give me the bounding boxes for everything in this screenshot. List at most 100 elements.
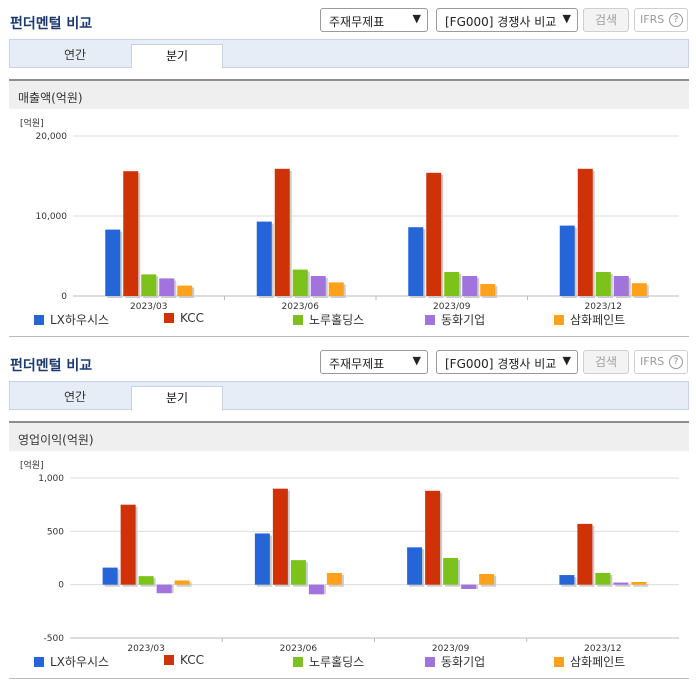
- bar-2-3: [461, 584, 477, 589]
- search-button[interactable]: 검색: [583, 8, 629, 32]
- x-tick-label: 2023/12: [585, 302, 622, 310]
- legend-item[interactable]: LX하우시스: [34, 311, 109, 328]
- bar-3-1: [577, 168, 593, 296]
- x-tick-label: 2023/06: [282, 302, 320, 310]
- metric-header: 매출액(억원): [9, 79, 689, 109]
- bar-3-3: [613, 276, 629, 296]
- bar-2-0: [408, 227, 424, 296]
- y-unit-label: [억원]: [20, 117, 44, 129]
- bar-shadow: [615, 584, 631, 587]
- bar-3-2: [595, 272, 611, 296]
- ifrs-help-button[interactable]: IFRS ?: [634, 8, 688, 32]
- legend-label: LX하우시스: [50, 313, 110, 327]
- legend-swatch: [34, 315, 44, 325]
- bar-3-3: [613, 582, 629, 585]
- bar-0-2: [138, 576, 154, 585]
- bar-3-1: [577, 523, 593, 585]
- bar-1-0: [254, 533, 270, 585]
- legend-swatch: [293, 315, 303, 325]
- bar-2-1: [426, 172, 442, 296]
- bar-3-2: [595, 572, 611, 585]
- bar-1-4: [326, 572, 342, 585]
- bar-0-4: [174, 580, 190, 585]
- x-tick-label: 2023/12: [584, 644, 621, 652]
- bar-0-3: [156, 584, 172, 594]
- operating-profit-bar-chart: [억원] -500 0 500 1,000 2023/03 2023/06 2023/09 20…: [20, 459, 679, 652]
- legend-label: LX하우시스: [50, 655, 110, 669]
- bar-1-2: [290, 560, 306, 585]
- tab-quarterly[interactable]: 분기: [131, 386, 223, 411]
- legend-label: 삼화페인트: [570, 313, 626, 327]
- legend-swatch: [164, 313, 174, 323]
- bar-1-0: [256, 221, 272, 296]
- bar-2-2: [443, 558, 459, 585]
- bar-0-0: [102, 567, 118, 585]
- bar-2-3: [462, 276, 478, 296]
- x-tick-label: 2023/09: [432, 644, 470, 652]
- legend-swatch: [425, 657, 435, 667]
- divider: [9, 336, 689, 337]
- statement-select[interactable]: 주재무제표 ▼: [320, 8, 428, 32]
- metric-label: 매출액(억원): [18, 91, 83, 105]
- y-tick-label: -500: [44, 634, 65, 644]
- ifrs-help-button[interactable]: IFRS ?: [634, 350, 688, 374]
- ifrs-label: IFRS: [640, 13, 665, 26]
- chart-legend: LX하우시스 KCC 노루홀딩스 동화기업 삼화페인트: [0, 311, 696, 329]
- statement-select[interactable]: 주재무제표 ▼: [320, 350, 428, 374]
- legend-item[interactable]: KCC: [164, 311, 204, 325]
- bar-0-3: [159, 278, 175, 296]
- legend-swatch: [34, 657, 44, 667]
- bar-1-3: [310, 276, 326, 296]
- tab-quarterly[interactable]: 분기: [131, 44, 223, 69]
- peer-group-select[interactable]: [FG000] 경쟁사 비교 ▼: [436, 350, 578, 374]
- legend-item[interactable]: 노루홀딩스: [293, 311, 364, 328]
- legend-swatch: [293, 657, 303, 667]
- tab-annual[interactable]: 연간: [63, 390, 87, 404]
- legend-label: KCC: [180, 653, 204, 667]
- legend-label: 동화기업: [441, 655, 486, 669]
- divider: [9, 678, 689, 679]
- peer-group-select-value: [FG000] 경쟁사 비교: [445, 15, 557, 29]
- legend-item[interactable]: 삼화페인트: [554, 653, 625, 670]
- legend-item[interactable]: KCC: [164, 653, 204, 667]
- bar-0-4: [177, 285, 193, 296]
- legend-swatch: [554, 315, 564, 325]
- bar-2-2: [444, 272, 460, 296]
- chevron-down-icon: ▼: [412, 354, 421, 367]
- fundamental-section-sales: 펀더멘털 비교 주재무제표 ▼ [FG000] 경쟁사 비교 ▼ 검색 IFRS…: [0, 8, 696, 337]
- help-icon: ?: [669, 13, 683, 27]
- section-title: 펀더멘털 비교: [10, 16, 93, 32]
- y-unit-label: [억원]: [20, 459, 44, 471]
- chart-legend: LX하우시스 KCC 노루홀딩스 동화기업 삼화페인트: [0, 653, 696, 671]
- section-title: 펀더멘털 비교: [10, 358, 93, 374]
- legend-item[interactable]: 노루홀딩스: [293, 653, 364, 670]
- bar-3-0: [559, 225, 575, 296]
- bar-2-0: [407, 547, 423, 585]
- period-tabs: 연간 분기: [9, 39, 689, 69]
- bar-3-4: [631, 283, 647, 296]
- y-tick-label: 500: [47, 527, 64, 537]
- metric-header: 영업이익(억원): [9, 421, 689, 451]
- legend-label: 삼화페인트: [570, 655, 626, 669]
- peer-group-select[interactable]: [FG000] 경쟁사 비교 ▼: [436, 8, 578, 32]
- bar-1-3: [308, 584, 324, 595]
- fundamental-section-operating-profit: 펀더멘털 비교 주재무제표 ▼ [FG000] 경쟁사 비교 ▼ 검색 IFRS…: [0, 342, 696, 684]
- x-tick-label: 2023/03: [130, 302, 167, 310]
- bar-1-1: [272, 488, 288, 585]
- legend-item[interactable]: 동화기업: [425, 311, 485, 328]
- x-tick-label: 2023/09: [433, 302, 471, 310]
- bar-1-4: [328, 282, 344, 296]
- legend-item[interactable]: 동화기업: [425, 653, 485, 670]
- legend-swatch: [554, 657, 564, 667]
- sales-bar-chart: [억원] 0 10,000 20,000 2023/03 2023/06 2023/09 20…: [20, 117, 679, 310]
- bar-0-2: [141, 274, 157, 296]
- y-tick-label: 0: [61, 292, 67, 302]
- bar-1-2: [292, 269, 308, 296]
- search-button[interactable]: 검색: [583, 350, 629, 374]
- bar-3-4: [631, 582, 647, 585]
- legend-item[interactable]: LX하우시스: [34, 653, 109, 670]
- tab-annual[interactable]: 연간: [63, 48, 87, 62]
- legend-label: KCC: [180, 311, 204, 325]
- y-tick-label: 1,000: [38, 474, 64, 484]
- legend-item[interactable]: 삼화페인트: [554, 311, 625, 328]
